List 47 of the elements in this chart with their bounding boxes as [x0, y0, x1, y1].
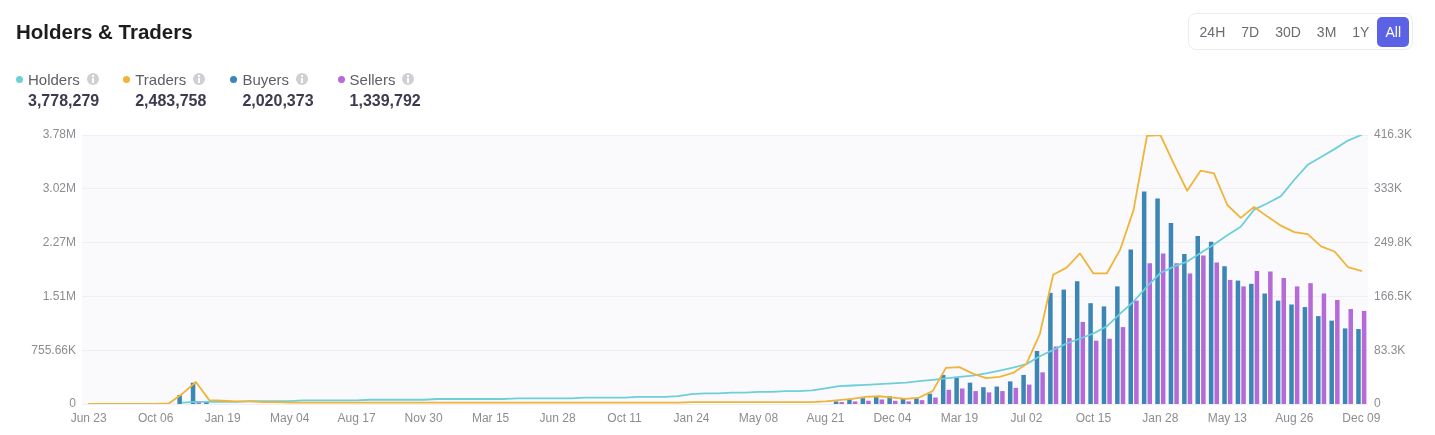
x-tick-label: Mar 15	[471, 410, 510, 425]
x-tick-label: Aug 21	[806, 410, 845, 425]
text: 24H	[1198, 22, 1227, 42]
x-tick-label: Oct 06	[138, 410, 174, 425]
x-tick-label: Jan 24	[673, 410, 710, 425]
x-tick-label: Dec 09	[1342, 410, 1381, 425]
x-tick-label: Aug 26	[1275, 410, 1314, 425]
y-tick-label: 3.78M	[42, 127, 76, 142]
text: 3,778,279	[28, 91, 100, 111]
text: 2,020,373	[242, 91, 314, 111]
text: 1,339,792	[349, 91, 421, 111]
x-tick-label: Jan 19	[204, 410, 241, 425]
legend-label: Traders	[135, 70, 187, 88]
x-tick-label: May 04	[269, 410, 310, 425]
y2-tick-label: 416.3K	[1374, 127, 1413, 142]
y2-tick-label: 83.3K	[1374, 342, 1406, 357]
y2-tick-label: 333K	[1374, 181, 1403, 196]
text: 2,483,758	[135, 91, 207, 111]
text: 1Y	[1351, 22, 1371, 42]
x-tick-label: Jan 28	[1142, 410, 1179, 425]
x-tick-label: May 13	[1207, 410, 1248, 425]
text: 30D	[1274, 22, 1302, 42]
x-tick-label: Oct 15	[1075, 410, 1112, 425]
legend-label: Holders	[28, 70, 80, 88]
x-tick-label: Aug 17	[337, 410, 376, 425]
x-tick-label: Oct 11	[607, 410, 643, 425]
legend-label: Buyers	[242, 70, 290, 88]
x-tick-label: Jul 02	[1010, 410, 1043, 425]
y-tick-label: 2.27M	[42, 234, 76, 249]
chart-title: Holders & Traders	[16, 19, 193, 45]
x-tick-label: Jun 28	[539, 410, 576, 425]
legend-label: Sellers	[349, 70, 396, 88]
y2-tick-label: 249.8K	[1374, 234, 1413, 249]
y2-tick-label: 166.5K	[1374, 288, 1413, 303]
x-tick-label: May 08	[738, 410, 779, 425]
x-tick-label: Jun 23	[70, 410, 108, 425]
y2-tick-label: 0	[1374, 396, 1381, 411]
y-tick-label: 755.66K	[31, 342, 76, 357]
text: 7D	[1240, 22, 1261, 42]
time-range-button: All	[1377, 16, 1409, 47]
x-tick-label: Mar 19	[940, 410, 979, 425]
y-tick-label: 1.51M	[42, 288, 76, 303]
y-tick-label: 3.02M	[42, 181, 76, 196]
x-tick-label: Dec 04	[873, 410, 912, 425]
x-tick-label: Nov 30	[404, 410, 443, 425]
y-tick-label: 0	[69, 396, 77, 411]
text: 3M	[1315, 22, 1338, 42]
